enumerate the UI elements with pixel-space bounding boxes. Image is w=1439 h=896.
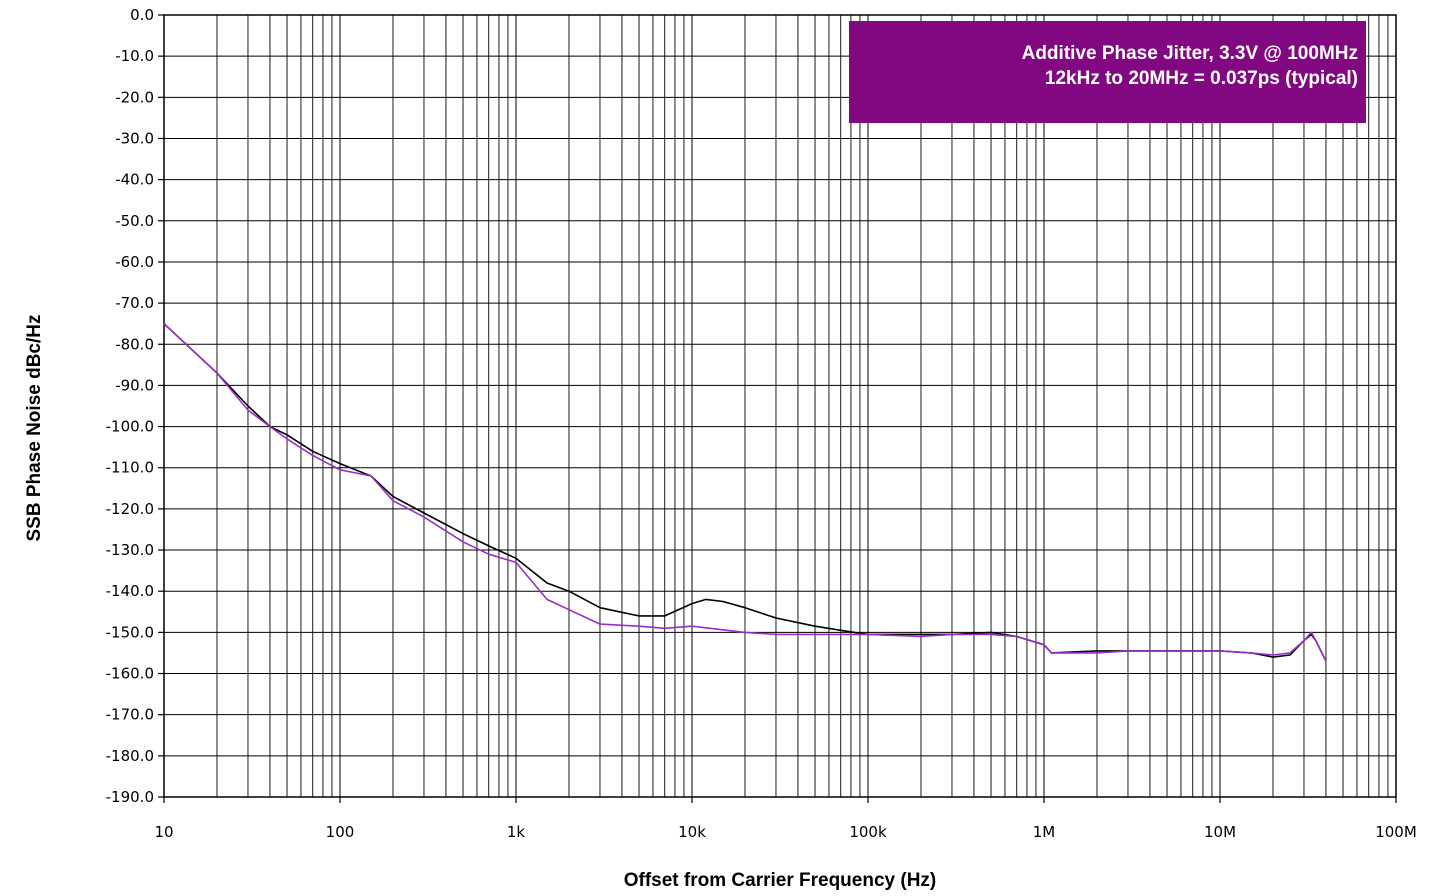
y-tick-label: -170.0 (106, 706, 154, 724)
y-tick-label: -50.0 (115, 212, 154, 230)
x-tick-label: 100M (1375, 823, 1417, 841)
y-tick-label: -180.0 (106, 747, 154, 765)
x-axis-title: Offset from Carrier Frequency (Hz) (624, 870, 937, 891)
x-tick-label: 10k (678, 823, 706, 841)
x-tick-label: 1k (507, 823, 526, 841)
y-tick-label: -100.0 (106, 418, 154, 436)
y-tick-label: 0.0 (130, 6, 154, 24)
y-tick-label: -70.0 (115, 294, 154, 312)
x-tick-label: 100k (849, 823, 887, 841)
y-tick-label: -140.0 (106, 582, 154, 600)
x-tick-label: 100 (326, 823, 355, 841)
x-tick-label: 1M (1033, 823, 1056, 841)
y-tick-label: -110.0 (106, 459, 154, 477)
jitter-annotation-box: Additive Phase Jitter, 3.3V @ 100MHz 12k… (849, 21, 1366, 123)
y-tick-label: -190.0 (106, 788, 154, 806)
y-tick-label: -10.0 (115, 47, 154, 65)
grid-lines (163, 14, 1396, 798)
y-tick-label: -150.0 (106, 623, 154, 641)
y-tick-label: -30.0 (115, 129, 154, 147)
y-axis-ticks: 0.0 -10.0 -20.0 -30.0 -40.0 -50.0 -60.0 -70.0 -8… (106, 6, 164, 806)
annotation-line-1: Additive Phase Jitter, 3.3V @ 100MHz (1021, 43, 1358, 64)
x-tick-label: 10 (154, 823, 173, 841)
x-tick-label: 10M (1204, 823, 1236, 841)
y-tick-label: -40.0 (115, 171, 154, 189)
series-lines (163, 323, 1327, 662)
y-axis-title: SSB Phase Noise dBc/Hz (24, 314, 45, 541)
y-tick-label: -60.0 (115, 253, 154, 271)
series-line-2 (163, 323, 1327, 662)
y-tick-label: -80.0 (115, 335, 154, 353)
y-tick-label: -120.0 (106, 500, 154, 518)
annotation-line-2: 12kHz to 20MHz = 0.037ps (typical) (1044, 68, 1358, 89)
y-tick-label: -90.0 (115, 376, 154, 394)
y-tick-label: -130.0 (106, 541, 154, 559)
y-tick-label: -20.0 (115, 88, 154, 106)
x-axis-ticks: 10 100 1k 10k 100k 1M 10M 100M (154, 797, 1417, 841)
y-tick-label: -160.0 (106, 665, 154, 683)
plot-frame (163, 14, 1397, 798)
